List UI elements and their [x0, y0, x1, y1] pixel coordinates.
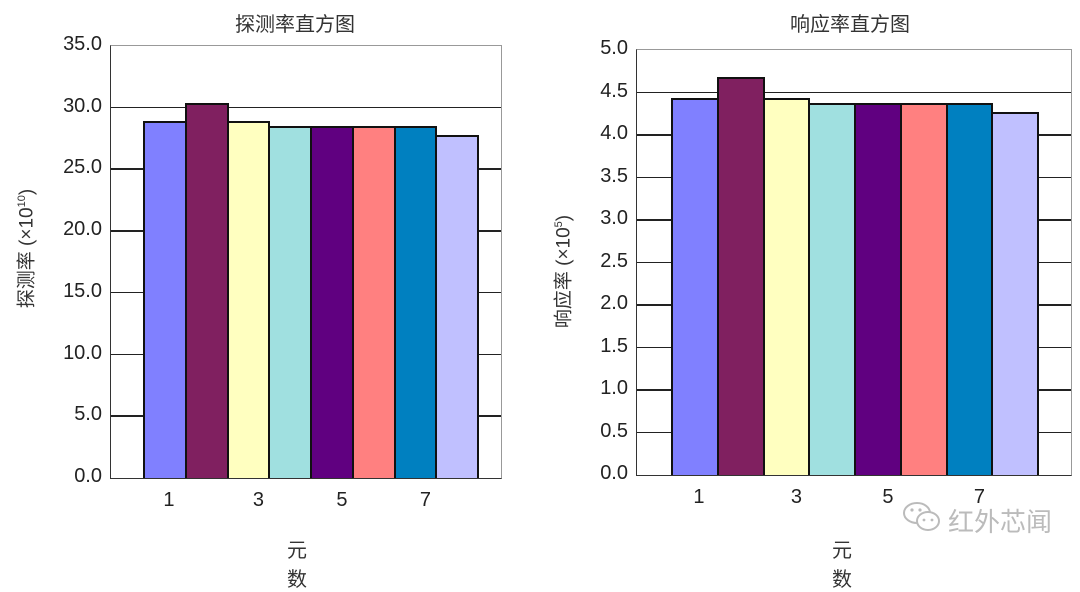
y-tick-label: 35.0 [63, 33, 102, 55]
bar-7 [945, 102, 994, 475]
y-tick-label: 0.5 [600, 419, 628, 442]
bar-7 [393, 126, 438, 478]
x-axis-label: 元数 [832, 540, 852, 591]
bar-6 [899, 102, 948, 475]
y-tick-label: 10.0 [63, 341, 102, 364]
bar-1 [143, 121, 187, 478]
bar-5 [854, 102, 902, 475]
plot-area [110, 45, 502, 479]
y-tick-label: 0.0 [74, 465, 102, 487]
bar-3 [762, 97, 811, 475]
y-tick-label: 4.5 [600, 79, 628, 102]
plot-area [636, 49, 1072, 476]
x-tick-label: 5 [336, 489, 348, 511]
wechat-icon [902, 500, 942, 541]
x-tick-label: 1 [163, 489, 175, 511]
x-tick-label: 7 [973, 486, 985, 508]
y-tick-label: 1.0 [600, 377, 628, 399]
bar-5 [310, 126, 354, 478]
y-tick-label: 5.0 [600, 37, 628, 59]
watermark: 红外芯闻 [902, 500, 1052, 541]
bar-2 [716, 77, 765, 475]
bar-4 [268, 126, 312, 478]
y-tick-label: 25.0 [63, 156, 102, 179]
y-tick-label: 5.0 [74, 403, 102, 426]
y-tick-label: 30.0 [63, 94, 102, 117]
x-axis-label: 元数 [287, 540, 307, 591]
x-tick-label: 7 [419, 489, 431, 511]
watermark-text: 红外芯闻 [947, 507, 1052, 537]
y-tick-label: 15.0 [63, 279, 102, 302]
y-tick-label: 1.5 [600, 334, 628, 357]
y-tick-label: 3.5 [600, 164, 628, 187]
y-tick-label: 20.0 [63, 218, 102, 241]
gridline [111, 106, 501, 109]
gridline [637, 91, 1071, 93]
bar-3 [226, 121, 271, 478]
bar-8 [435, 134, 479, 478]
bar-6 [351, 126, 396, 478]
y-tick-label: 2.0 [600, 292, 628, 314]
bar-2 [184, 102, 229, 478]
bar-4 [808, 102, 856, 475]
y-tick-label: 0.0 [600, 462, 628, 484]
bar-1 [671, 97, 719, 475]
y-tick-label: 3.0 [600, 207, 628, 229]
x-tick-label: 1 [693, 486, 705, 508]
x-tick-label: 5 [882, 486, 894, 508]
y-tick-label: 4.0 [600, 122, 628, 144]
y-tick-label: 2.5 [600, 249, 628, 272]
x-tick-label: 3 [252, 489, 264, 511]
chart-title: 响应率直方图 [790, 14, 910, 36]
y-axis-label: 探测率 (×1010) [16, 188, 38, 309]
chart-title: 探测率直方图 [235, 14, 355, 36]
bar-8 [991, 112, 1039, 475]
x-tick-label: 3 [790, 486, 802, 508]
